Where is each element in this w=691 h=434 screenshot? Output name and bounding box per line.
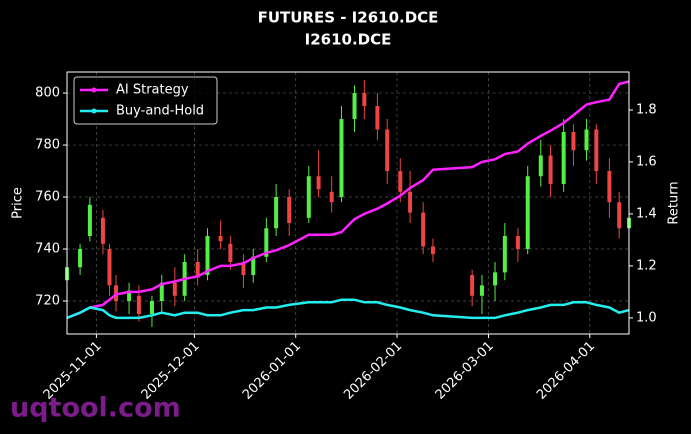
y-tick-label: 760 (35, 190, 60, 205)
chart-subtitle: I2610.DCE (305, 31, 392, 49)
y2-tick-label: 1.2 (636, 258, 657, 273)
watermark: uqtool.com (10, 393, 181, 424)
candle-body (493, 272, 498, 286)
candle-body (515, 236, 520, 250)
candle-body (264, 228, 269, 257)
candle-body (205, 236, 210, 275)
y2-tick-label: 1.0 (636, 310, 657, 325)
candle-body (538, 155, 543, 177)
candle-body (385, 129, 390, 172)
candle-body (430, 246, 435, 255)
legend-marker (91, 87, 97, 93)
candle-body (398, 171, 403, 192)
candle-body (329, 191, 334, 203)
candle-body (107, 249, 112, 286)
candle-body (548, 155, 553, 185)
candle-body (362, 93, 367, 107)
legend-label: Buy-and-Hold (116, 104, 204, 119)
candle-body (561, 132, 566, 185)
x-tick-label: 2026-01-01 (240, 339, 304, 403)
candle-body (584, 129, 589, 151)
candle-body (352, 93, 357, 120)
candle-body (339, 119, 344, 198)
y2-axis-label: Return (667, 181, 682, 224)
candle-body (241, 262, 246, 275)
y-tick-label: 720 (35, 293, 60, 308)
candle-body (195, 262, 200, 278)
candle-body (172, 282, 177, 296)
y-axis-label: Price (11, 187, 26, 219)
candle-body (408, 191, 413, 213)
candle-body (470, 274, 475, 296)
candle-body (100, 217, 105, 244)
candle-body (571, 132, 576, 151)
candle-body (617, 202, 622, 229)
candle-body (136, 295, 141, 314)
candle-body (316, 176, 321, 190)
candle-body (375, 106, 380, 130)
candle-body (218, 236, 223, 242)
candle-body (525, 176, 530, 250)
y2-tick-label: 1.4 (636, 206, 657, 221)
legend-marker (91, 108, 97, 114)
candle-body (306, 176, 311, 218)
candle-body (502, 236, 507, 273)
return-line (66, 298, 630, 320)
chart-title: FUTURES - I2610.DCE (258, 9, 439, 27)
candle-body (127, 290, 132, 301)
candle-body (274, 197, 279, 229)
candle-body (594, 129, 599, 172)
x-tick-label: 2026-03-01 (433, 339, 497, 403)
candle-body (149, 300, 154, 314)
x-tick-label: 2026-04-01 (534, 339, 598, 403)
candle-body (114, 285, 119, 301)
plot-frame (66, 71, 630, 335)
candle-body (287, 197, 292, 224)
return-line (66, 80, 630, 320)
y-tick-label: 800 (35, 86, 60, 101)
candle-body (607, 171, 612, 203)
candle-body (479, 285, 484, 296)
y2-tick-label: 1.8 (636, 102, 657, 117)
candle-body (228, 243, 233, 263)
y-tick-label: 780 (35, 138, 60, 153)
candle-body (159, 282, 164, 301)
legend-label: AI Strategy (116, 83, 189, 98)
legend-box (73, 76, 218, 125)
y2-tick-label: 1.6 (636, 154, 657, 169)
x-tick-label: 2026-02-01 (341, 339, 405, 403)
candle-body (78, 249, 83, 268)
y-tick-label: 740 (35, 242, 60, 257)
candle-body (251, 256, 256, 275)
candle-body (87, 204, 92, 237)
candle-body (421, 212, 426, 247)
